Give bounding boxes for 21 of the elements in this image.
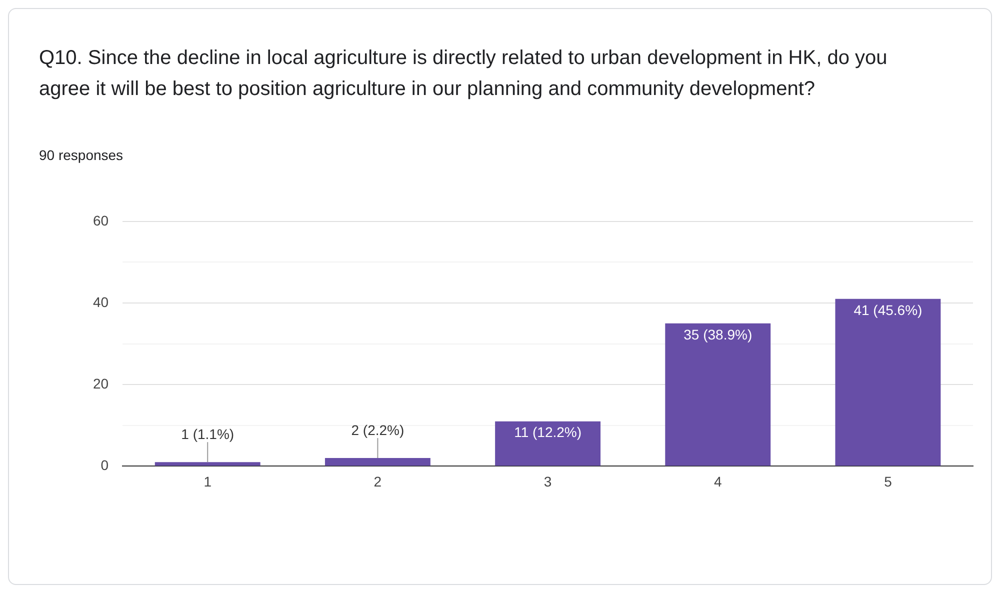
data-label: 35 (38.9%) [684,326,752,342]
y-tick-label: 20 [92,375,109,392]
x-tick-label: 1 [204,473,212,490]
chart-subtitle: 90 responses [39,147,124,163]
y-tick-label: 60 [92,212,109,228]
bar [324,458,430,466]
bar [665,323,771,466]
x-tick-label: 4 [714,473,722,490]
data-label: 41 (45.6%) [854,302,922,318]
data-label: 1 (1.1%) [181,426,234,442]
data-label: 2 (2.2%) [351,422,404,438]
x-tick-label: 2 [374,473,382,490]
x-tick-label: 3 [544,473,552,490]
data-label: 11 (12.2%) [514,424,582,440]
bar [835,298,941,466]
chart-title: Q10. Since the decline in local agriculture is directly related to urban development in HK, do you agree it will be best to position agriculture in our planning and community development? [39,46,888,102]
bar [495,421,601,466]
y-tick-label: 40 [92,294,109,310]
x-tick-label: 5 [884,473,892,490]
bar [154,462,260,466]
y-tick-label: 0 [100,457,109,474]
